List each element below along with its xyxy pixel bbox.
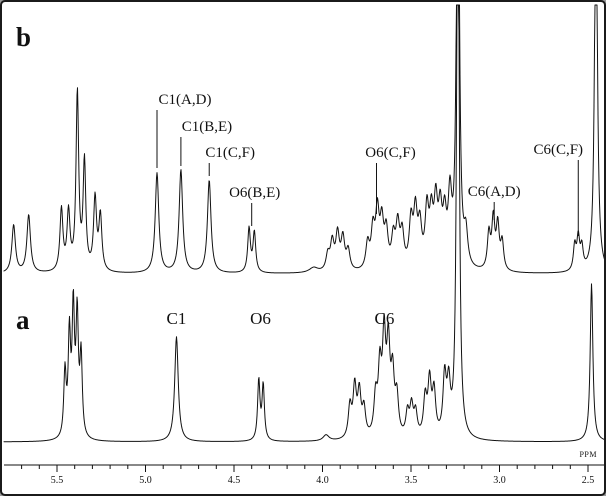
axis-unit-label: PPM xyxy=(579,450,597,459)
peak-annotation-label: C6(C,F) xyxy=(533,142,583,158)
x-axis-tick-label: 2.5 xyxy=(582,475,595,486)
x-axis-tick-label: 5.0 xyxy=(139,475,152,486)
panel-label-b: b xyxy=(16,22,32,52)
x-axis-tick-label: 4.5 xyxy=(228,475,241,486)
peak-annotation-label: C1(A,D) xyxy=(159,92,212,108)
peak-annotation-label: C1 xyxy=(167,309,187,328)
x-axis-tick-label: 3.0 xyxy=(493,475,506,486)
trace-b-path xyxy=(3,4,604,274)
peak-annotation-label: O6 xyxy=(250,309,271,328)
peak-annotation-label: O6(C,F) xyxy=(365,145,415,161)
peak-annotation-label: C6 xyxy=(375,309,395,328)
peak-annotation-label: O6(B,E) xyxy=(229,185,280,201)
x-axis-tick-label: 4.0 xyxy=(316,475,329,486)
x-axis-tick-label: 3.5 xyxy=(405,475,418,486)
panel-label-a: a xyxy=(16,305,30,335)
x-axis-tick-label: 5.5 xyxy=(51,475,64,486)
peak-annotation-label: C6(A,D) xyxy=(468,184,521,200)
peak-annotation-label: C1(C,F) xyxy=(205,145,255,161)
peak-annotation-label: C1(B,E) xyxy=(182,119,232,135)
trace-a-path xyxy=(3,4,604,443)
